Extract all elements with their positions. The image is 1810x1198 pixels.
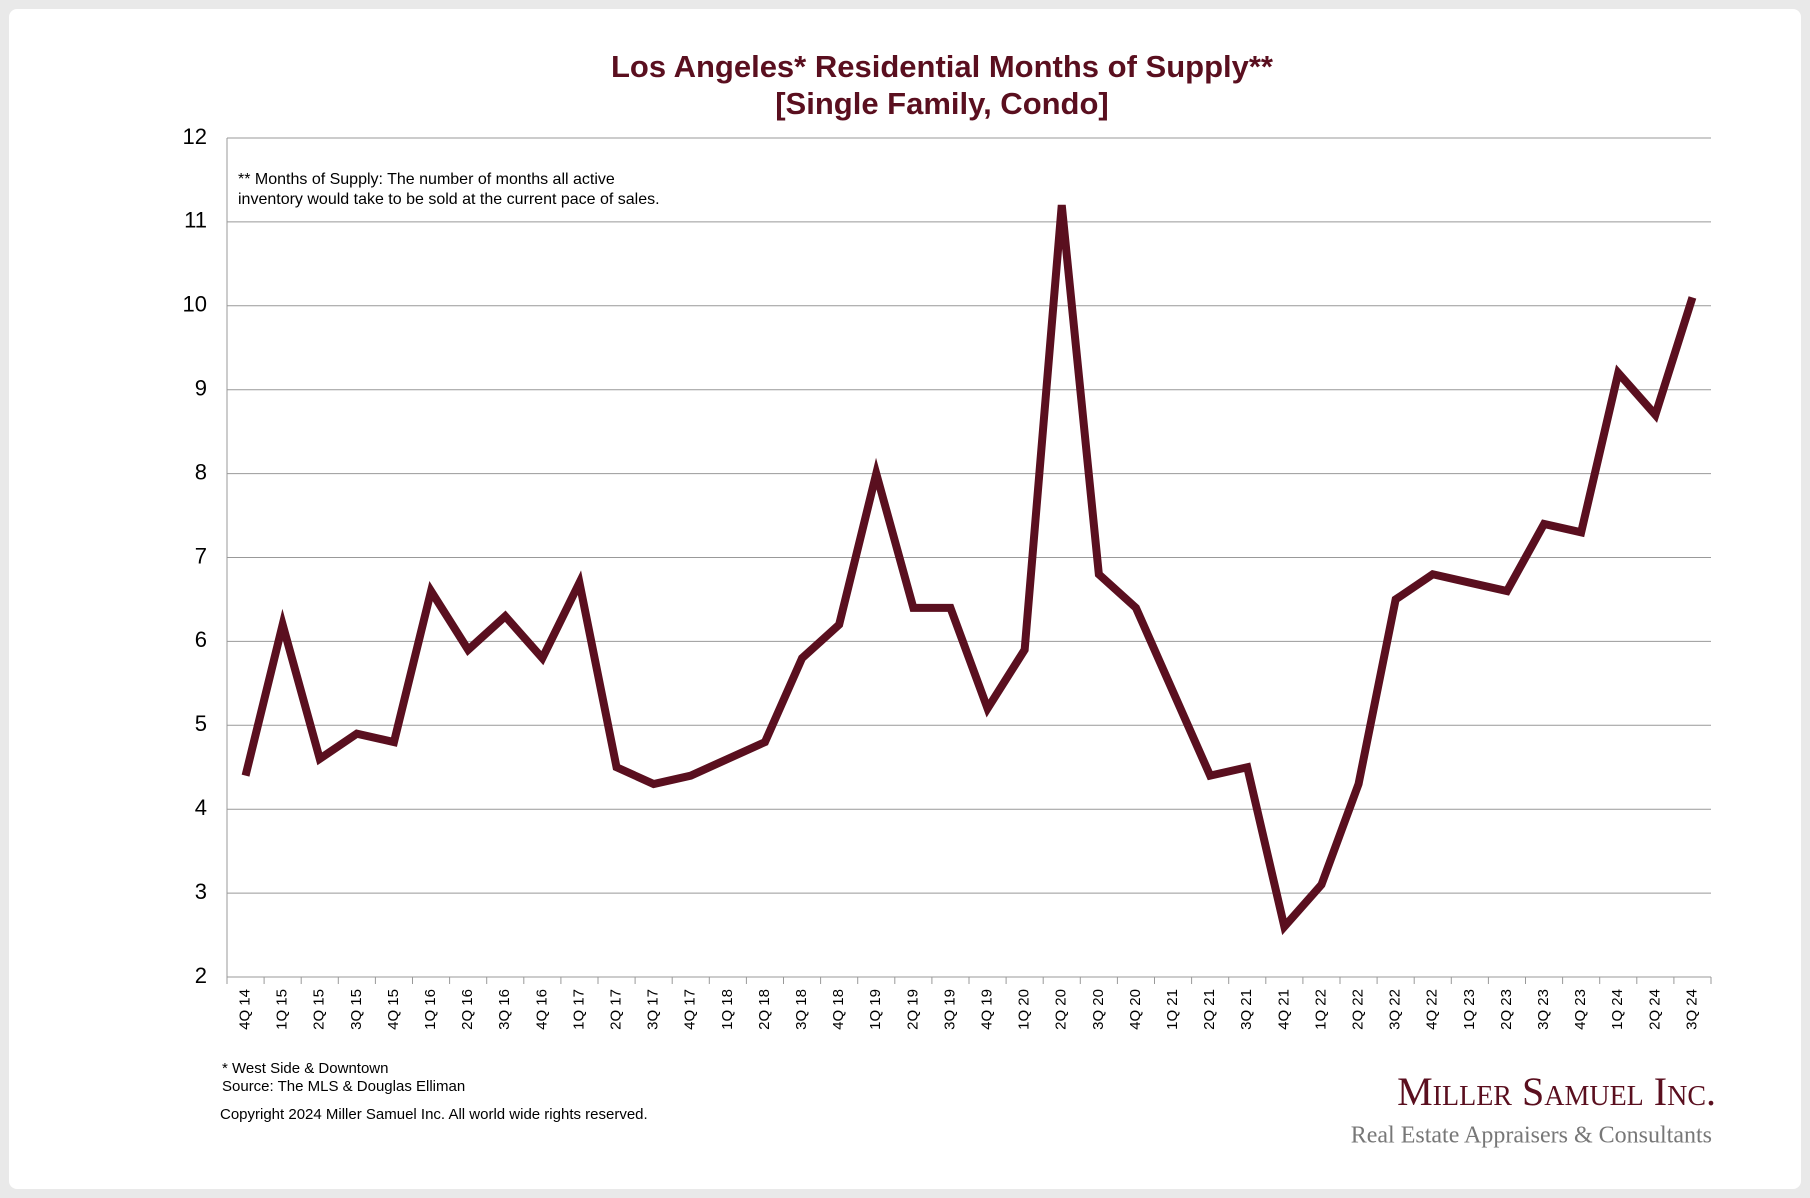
x-tick-label: 3Q 23: [1535, 989, 1552, 1030]
y-tick-label: 8: [195, 459, 207, 484]
logo-name: Miller Samuel Inc.: [1397, 1069, 1716, 1114]
annotation: ** Months of Supply: The number of month…: [238, 171, 615, 188]
x-tick-label: 4Q 16: [533, 989, 550, 1030]
x-tick-label: 4Q 23: [1572, 989, 1589, 1030]
panel: [9, 9, 1801, 1189]
x-tick-label: 1Q 22: [1312, 989, 1329, 1030]
x-tick-label: 2Q 22: [1350, 989, 1367, 1030]
x-tick-label: 2Q 23: [1498, 989, 1515, 1030]
x-tick-label: 3Q 18: [793, 989, 810, 1030]
copyright: Copyright 2024 Miller Samuel Inc. All wo…: [220, 1106, 648, 1123]
x-tick-label: 2Q 18: [756, 989, 773, 1030]
x-tick-label: 3Q 17: [645, 989, 662, 1030]
logo-tagline: Real Estate Appraisers & Consultants: [1351, 1123, 1712, 1149]
x-tick-label: 4Q 22: [1424, 989, 1441, 1030]
footnote: * West Side & Downtown: [222, 1060, 388, 1077]
annotation: inventory would take to be sold at the c…: [238, 191, 660, 208]
x-tick-label: 4Q 21: [1275, 989, 1292, 1030]
x-tick-label: 2Q 20: [1053, 989, 1070, 1030]
y-tick-label: 9: [195, 376, 207, 401]
x-tick-label: 3Q 24: [1683, 989, 1700, 1030]
x-tick-label: 1Q 16: [422, 989, 439, 1030]
x-tick-label: 4Q 18: [830, 989, 847, 1030]
x-tick-label: 4Q 15: [385, 989, 402, 1030]
x-tick-label: 3Q 15: [348, 989, 365, 1030]
x-tick-label: 3Q 22: [1387, 989, 1404, 1030]
y-tick-label: 11: [184, 208, 207, 233]
x-tick-label: 2Q 15: [311, 989, 328, 1030]
x-tick-label: 1Q 19: [867, 989, 884, 1030]
y-tick-label: 4: [195, 795, 207, 820]
chart-title: Los Angeles* Residential Months of Suppl…: [611, 49, 1274, 84]
x-tick-label: 1Q 18: [719, 989, 736, 1030]
x-tick-label: 1Q 24: [1609, 989, 1626, 1030]
y-tick-label: 10: [183, 292, 207, 317]
x-tick-label: 1Q 20: [1016, 989, 1033, 1030]
x-tick-label: 3Q 20: [1090, 989, 1107, 1030]
x-tick-label: 1Q 15: [274, 989, 291, 1030]
x-tick-label: 2Q 19: [904, 989, 921, 1030]
y-tick-label: 5: [195, 711, 207, 736]
x-tick-label: 2Q 16: [459, 989, 476, 1030]
x-tick-label: 2Q 24: [1646, 989, 1663, 1030]
x-tick-label: 1Q 21: [1164, 989, 1181, 1030]
y-tick-label: 7: [195, 543, 207, 568]
x-tick-label: 1Q 17: [570, 989, 587, 1030]
x-tick-label: 3Q 19: [941, 989, 958, 1030]
footnote: Source: The MLS & Douglas Elliman: [222, 1078, 465, 1095]
x-tick-label: 4Q 14: [237, 989, 254, 1030]
x-tick-label: 1Q 23: [1461, 989, 1478, 1030]
y-tick-label: 2: [195, 963, 207, 988]
x-tick-label: 3Q 16: [496, 989, 513, 1030]
y-tick-label: 3: [195, 879, 207, 904]
x-tick-label: 3Q 21: [1238, 989, 1255, 1030]
chart-subtitle: [Single Family, Condo]: [775, 86, 1109, 121]
data-line: [241, 204, 1697, 936]
x-tick-label: 4Q 20: [1127, 989, 1144, 1030]
y-tick-label: 6: [195, 627, 207, 652]
x-tick-label: 4Q 19: [979, 989, 996, 1030]
x-tick-label: 4Q 17: [682, 989, 699, 1030]
x-tick-label: 2Q 17: [608, 989, 625, 1030]
x-tick-label: 2Q 21: [1201, 989, 1218, 1030]
y-tick-label: 12: [183, 124, 207, 149]
